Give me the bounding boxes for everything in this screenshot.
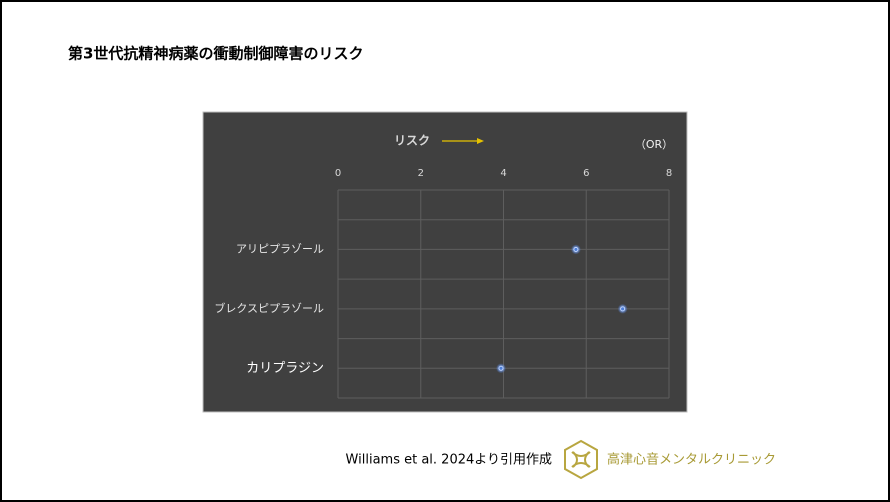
point [620,306,626,312]
point [498,365,504,371]
clinic-logo [564,439,598,480]
unit-label: （OR） [635,138,673,151]
y-tick-label: アリピプラゾール [236,242,324,255]
citation: Williams et al. 2024より引用作成 [346,453,552,468]
point [573,247,579,252]
x-tick-label: 8 [666,168,672,179]
x-tick-label: 6 [583,168,589,179]
chart-area [202,111,688,413]
x-tick-label: 2 [418,168,424,179]
arrow-head [477,138,484,144]
slide-title: 第3世代抗精神病薬の衝動制御障害のリスク [68,45,363,63]
x-tick-label: 4 [500,168,506,179]
clinic-name: 高津心音メンタルクリニック [607,452,776,468]
y-tick-label: カリプラジン [246,361,324,376]
y-tick-label: ブレクスピプラゾール [214,301,324,315]
axis-label: リスク [394,134,430,148]
x-tick-label: 0 [335,168,341,179]
